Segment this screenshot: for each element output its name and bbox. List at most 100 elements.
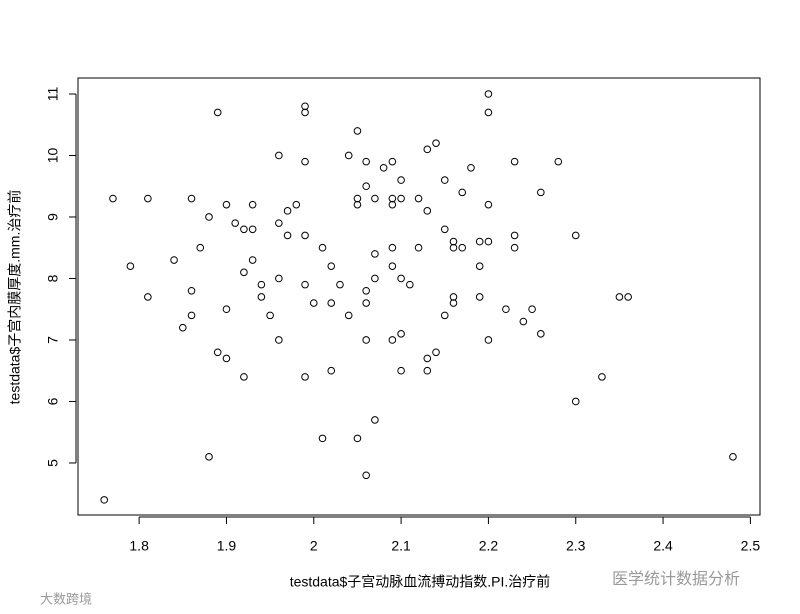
point (397, 194, 405, 203)
point (571, 397, 580, 406)
point (519, 317, 528, 326)
point (440, 225, 449, 234)
point (318, 243, 327, 252)
point (301, 108, 309, 117)
point (371, 250, 379, 258)
watermark: 医学统计数据分析 (612, 570, 740, 588)
point (423, 145, 432, 154)
y-tick-label: 10 (45, 147, 61, 163)
point (440, 311, 449, 320)
y-tick-label: 6 (45, 397, 61, 405)
point (371, 416, 379, 424)
point (100, 496, 108, 504)
point (537, 188, 545, 197)
point (205, 453, 213, 461)
x-tick-label: 2.1 (391, 538, 411, 554)
point (336, 280, 344, 289)
point (309, 299, 318, 307)
point (406, 280, 414, 289)
point (248, 200, 257, 209)
point (170, 256, 178, 264)
point (248, 256, 257, 264)
point (484, 108, 493, 117)
point (222, 354, 231, 363)
point (257, 293, 266, 301)
point (537, 330, 545, 338)
y-tick-label: 5 (45, 459, 61, 467)
x-tick-label: 1.9 (217, 538, 237, 554)
y-tick-label: 8 (45, 274, 61, 282)
point (388, 336, 397, 344)
y-tick-label: 9 (45, 213, 61, 221)
point (178, 323, 187, 332)
x-tick-label: 1.8 (129, 538, 149, 554)
point (353, 200, 362, 209)
point (292, 200, 301, 209)
point (458, 243, 467, 252)
point (213, 348, 222, 357)
point (598, 373, 606, 381)
point (729, 453, 737, 461)
point (353, 194, 362, 203)
point (240, 225, 248, 234)
point (388, 200, 397, 209)
point (187, 286, 196, 295)
point (283, 207, 292, 215)
point (388, 262, 397, 270)
point (510, 231, 519, 240)
point (301, 280, 309, 289)
x-tick-label: 2.4 (653, 538, 673, 554)
point (571, 231, 580, 240)
point (301, 231, 309, 240)
point (240, 373, 248, 381)
point (388, 157, 397, 166)
point (467, 163, 475, 172)
point (222, 200, 231, 209)
point (554, 157, 563, 166)
point (475, 237, 484, 246)
point (414, 243, 423, 252)
point (353, 127, 362, 135)
point (397, 274, 405, 283)
point (301, 373, 309, 381)
point (440, 176, 449, 184)
point (344, 151, 353, 160)
point (187, 311, 196, 320)
point (275, 274, 283, 283)
watermark: 大数跨境 (40, 591, 92, 606)
point (528, 305, 536, 314)
point (475, 262, 484, 270)
point (283, 231, 292, 240)
point (484, 200, 493, 209)
point (432, 348, 440, 357)
point (423, 366, 432, 375)
point (484, 90, 493, 98)
point (344, 311, 353, 320)
point (362, 286, 370, 295)
point (423, 207, 432, 215)
point (257, 280, 266, 289)
point (510, 157, 519, 166)
point (327, 262, 336, 270)
point (449, 243, 458, 252)
point (397, 366, 405, 375)
point (449, 299, 458, 307)
point (423, 354, 432, 363)
point (371, 274, 379, 283)
point (449, 293, 458, 301)
y-axis-label: testdata$子宫内膜厚度.mm.治疗前 (7, 190, 23, 405)
point (484, 336, 493, 344)
point (615, 293, 624, 301)
point (231, 219, 239, 227)
point (327, 299, 336, 307)
point (222, 305, 231, 314)
point (353, 434, 362, 443)
y-tick-label: 7 (45, 336, 61, 344)
point (362, 336, 370, 344)
point (397, 176, 405, 184)
point (266, 311, 274, 320)
point (248, 225, 257, 234)
point (484, 237, 493, 246)
x-tick-label: 2.2 (479, 538, 499, 554)
